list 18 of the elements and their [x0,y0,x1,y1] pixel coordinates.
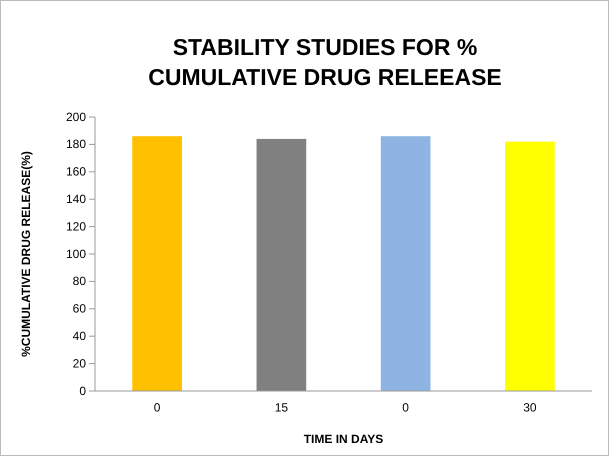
x-tick-label: 15 [274,400,288,415]
y-tick-label: 120 [66,219,86,234]
y-tick-label: 180 [66,137,86,152]
y-tick-label: 60 [72,302,86,316]
y-tick-label: 200 [66,110,86,124]
x-tick-label: 0 [154,400,161,415]
chart-title: STABILITY STUDIES FOR % CUMULATIVE DRUG RELEEASE [148,34,502,90]
x-axis-title: TIME IN DAYS [304,432,384,446]
y-tick-label: 40 [72,329,86,344]
x-tick-label: 0 [402,400,410,415]
x-tick-label: 30 [523,400,537,415]
y-tick-label: 20 [72,356,86,370]
y-tick-label: 140 [66,192,86,206]
y-tick-label: 80 [72,274,86,288]
y-tick-label: 0 [79,384,86,398]
y-axis-title: %CUMULATIVE DRUG RELEASE(%) [19,151,33,357]
y-tick-label: 100 [66,246,86,261]
y-tick-label: 160 [66,164,86,179]
